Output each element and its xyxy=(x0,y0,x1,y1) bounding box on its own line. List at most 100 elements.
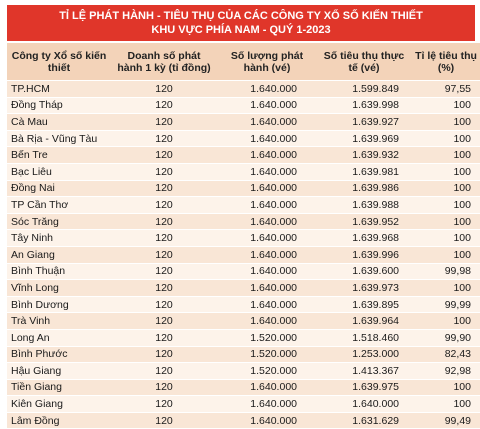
header-issued-tickets: Số lượng phát hành (vé) xyxy=(217,43,317,81)
cell-sell-rate: 100 xyxy=(411,97,480,115)
cell-sell-rate: 92,98 xyxy=(411,362,480,380)
cell-sold-tickets: 1.253.000 xyxy=(317,346,411,364)
cell-sell-rate: 100 xyxy=(411,395,480,413)
cell-issue-revenue: 120 xyxy=(111,113,217,131)
cell-sold-tickets: 1.639.968 xyxy=(317,229,411,247)
cell-issue-revenue: 120 xyxy=(111,196,217,214)
header-issue-revenue: Doanh số phát hành 1 kỳ (tỉ đồng) xyxy=(111,43,217,81)
cell-company: Tiền Giang xyxy=(7,379,111,397)
cell-company: An Giang xyxy=(7,246,111,264)
cell-issued-tickets: 1.640.000 xyxy=(217,163,317,181)
cell-issue-revenue: 120 xyxy=(111,296,217,314)
cell-issue-revenue: 120 xyxy=(111,146,217,164)
cell-sold-tickets: 1.639.964 xyxy=(317,312,411,330)
cell-company: Cà Mau xyxy=(7,113,111,131)
cell-company: Kiên Giang xyxy=(7,395,111,413)
cell-sold-tickets: 1.639.988 xyxy=(317,196,411,214)
cell-sell-rate: 100 xyxy=(411,146,480,164)
cell-company: Sóc Trăng xyxy=(7,213,111,231)
cell-sold-tickets: 1.639.986 xyxy=(317,180,411,198)
cell-company: TP.HCM xyxy=(7,80,111,98)
table-row: TP.HCM 120 1.640.000 1.599.849 97,55 xyxy=(7,80,480,98)
table-title: TỈ LỆ PHÁT HÀNH - TIÊU THỤ CỦA CÁC CÔNG … xyxy=(7,5,475,41)
cell-issued-tickets: 1.640.000 xyxy=(217,213,317,231)
cell-issued-tickets: 1.640.000 xyxy=(217,146,317,164)
cell-sold-tickets: 1.599.849 xyxy=(317,80,411,98)
table-row: Tây Ninh 120 1.640.000 1.639.968 100 xyxy=(7,229,480,247)
header-row: Công ty Xổ số kiến thiết Doanh số phát h… xyxy=(7,43,480,81)
cell-issue-revenue: 120 xyxy=(111,279,217,297)
cell-company: Bình Dương xyxy=(7,296,111,314)
table-row: Cà Mau 120 1.640.000 1.639.927 100 xyxy=(7,113,480,131)
cell-company: Bình Phước xyxy=(7,346,111,364)
title-line-2: KHU VỰC PHÍA NAM - QUÝ 1-2023 xyxy=(151,24,331,36)
cell-issue-revenue: 120 xyxy=(111,379,217,397)
cell-company: Vĩnh Long xyxy=(7,279,111,297)
cell-issued-tickets: 1.640.000 xyxy=(217,296,317,314)
cell-company: Bình Thuận xyxy=(7,263,111,281)
cell-sell-rate: 100 xyxy=(411,279,480,297)
table-row: TP Cần Thơ 120 1.640.000 1.639.988 100 xyxy=(7,196,480,214)
cell-issued-tickets: 1.520.000 xyxy=(217,329,317,347)
cell-sold-tickets: 1.413.367 xyxy=(317,362,411,380)
table-row: An Giang 120 1.640.000 1.639.996 100 xyxy=(7,246,480,264)
cell-issue-revenue: 120 xyxy=(111,130,217,148)
cell-sold-tickets: 1.639.895 xyxy=(317,296,411,314)
cell-sold-tickets: 1.639.996 xyxy=(317,246,411,264)
table-row: Lâm Đồng 120 1.640.000 1.631.629 99,49 xyxy=(7,412,480,429)
cell-issued-tickets: 1.640.000 xyxy=(217,395,317,413)
cell-sell-rate: 100 xyxy=(411,312,480,330)
table-row: Bình Phước 120 1.520.000 1.253.000 82,43 xyxy=(7,346,480,364)
table-body: TP.HCM 120 1.640.000 1.599.849 97,55 Đồng Thá… xyxy=(7,80,480,429)
cell-issued-tickets: 1.640.000 xyxy=(217,229,317,247)
cell-sold-tickets: 1.639.975 xyxy=(317,379,411,397)
cell-sold-tickets: 1.639.952 xyxy=(317,213,411,231)
cell-issued-tickets: 1.640.000 xyxy=(217,130,317,148)
cell-issued-tickets: 1.640.000 xyxy=(217,246,317,264)
cell-company: Lâm Đồng xyxy=(7,412,111,429)
cell-issue-revenue: 120 xyxy=(111,97,217,115)
cell-issue-revenue: 120 xyxy=(111,229,217,247)
table-header: Công ty Xổ số kiến thiết Doanh số phát h… xyxy=(7,43,480,81)
cell-issued-tickets: 1.520.000 xyxy=(217,346,317,364)
cell-company: Đồng Nai xyxy=(7,180,111,198)
cell-issued-tickets: 1.640.000 xyxy=(217,196,317,214)
cell-sell-rate: 100 xyxy=(411,113,480,131)
cell-sold-tickets: 1.518.460 xyxy=(317,329,411,347)
cell-sell-rate: 100 xyxy=(411,213,480,231)
cell-sell-rate: 99,49 xyxy=(411,412,480,429)
cell-sold-tickets: 1.639.973 xyxy=(317,279,411,297)
cell-sell-rate: 100 xyxy=(411,379,480,397)
cell-issued-tickets: 1.520.000 xyxy=(217,362,317,380)
cell-sell-rate: 100 xyxy=(411,196,480,214)
cell-company: Trà Vinh xyxy=(7,312,111,330)
header-sell-rate: Tỉ lệ tiêu thụ (%) xyxy=(411,43,480,81)
cell-issued-tickets: 1.640.000 xyxy=(217,379,317,397)
cell-issued-tickets: 1.640.000 xyxy=(217,263,317,281)
table-row: Long An 120 1.520.000 1.518.460 99,90 xyxy=(7,329,480,347)
table-row: Sóc Trăng 120 1.640.000 1.639.952 100 xyxy=(7,213,480,231)
cell-issued-tickets: 1.640.000 xyxy=(217,279,317,297)
cell-issued-tickets: 1.640.000 xyxy=(217,180,317,198)
cell-sell-rate: 100 xyxy=(411,163,480,181)
cell-sold-tickets: 1.639.932 xyxy=(317,146,411,164)
cell-issue-revenue: 120 xyxy=(111,395,217,413)
cell-sell-rate: 99,98 xyxy=(411,263,480,281)
cell-issued-tickets: 1.640.000 xyxy=(217,80,317,98)
cell-sell-rate: 99,99 xyxy=(411,296,480,314)
cell-sold-tickets: 1.640.000 xyxy=(317,395,411,413)
cell-issued-tickets: 1.640.000 xyxy=(217,412,317,429)
table-row: Trà Vinh 120 1.640.000 1.639.964 100 xyxy=(7,312,480,330)
cell-issued-tickets: 1.640.000 xyxy=(217,97,317,115)
title-line-1: TỈ LỆ PHÁT HÀNH - TIÊU THỤ CỦA CÁC CÔNG … xyxy=(59,10,423,22)
cell-issue-revenue: 120 xyxy=(111,246,217,264)
cell-sell-rate: 82,43 xyxy=(411,346,480,364)
cell-sell-rate: 100 xyxy=(411,180,480,198)
lottery-table: Công ty Xổ số kiến thiết Doanh số phát h… xyxy=(7,43,480,429)
cell-sold-tickets: 1.639.927 xyxy=(317,113,411,131)
cell-sold-tickets: 1.639.981 xyxy=(317,163,411,181)
cell-issue-revenue: 120 xyxy=(111,412,217,429)
table-row: Kiên Giang 120 1.640.000 1.640.000 100 xyxy=(7,395,480,413)
cell-issued-tickets: 1.640.000 xyxy=(217,113,317,131)
cell-issue-revenue: 120 xyxy=(111,263,217,281)
